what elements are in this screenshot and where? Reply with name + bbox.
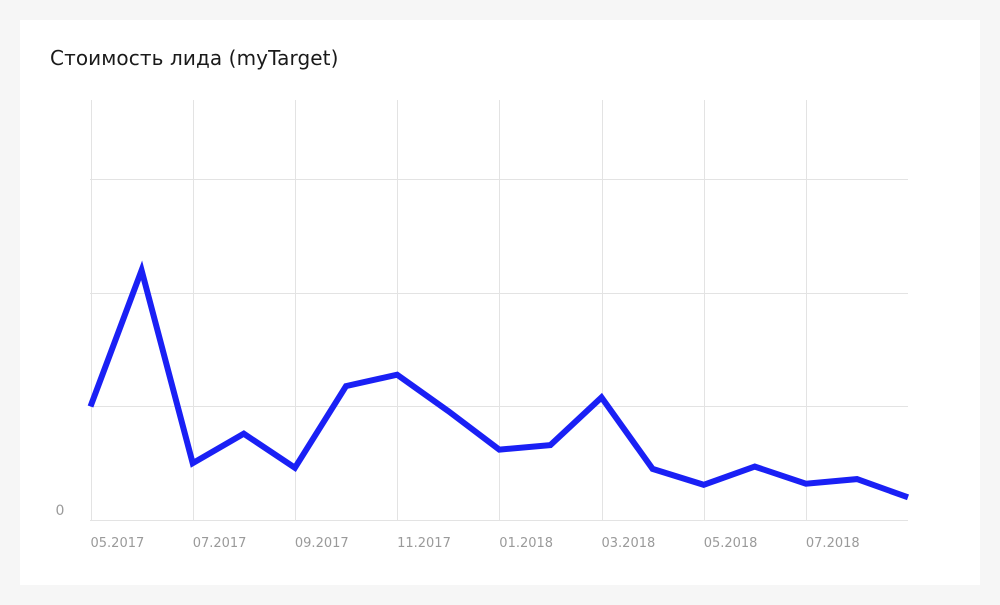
x-tick-label: 01.2018 [499, 536, 553, 551]
line-chart: 0 05.2017 07.2017 09.2017 11.2017 01.2018 03.2… [56, 100, 910, 551]
x-tick-label: 03.2018 [602, 536, 656, 551]
y-tick-label: 0 [56, 503, 65, 519]
x-tick-label: 07.2018 [806, 536, 860, 551]
x-tick-label: 11.2017 [397, 536, 451, 551]
x-tick-label: 07.2017 [193, 536, 247, 551]
chart-title: Стоимость лида (myTarget) [50, 46, 339, 70]
x-tick-label: 09.2017 [295, 536, 349, 551]
x-tick-label: 05.2017 [91, 536, 145, 551]
x-tick-label: 05.2018 [704, 536, 758, 551]
chart-card: Стоимость лида (myTarget) 0 05.2017 07.201… [20, 20, 980, 585]
series-line [87, 260, 910, 501]
